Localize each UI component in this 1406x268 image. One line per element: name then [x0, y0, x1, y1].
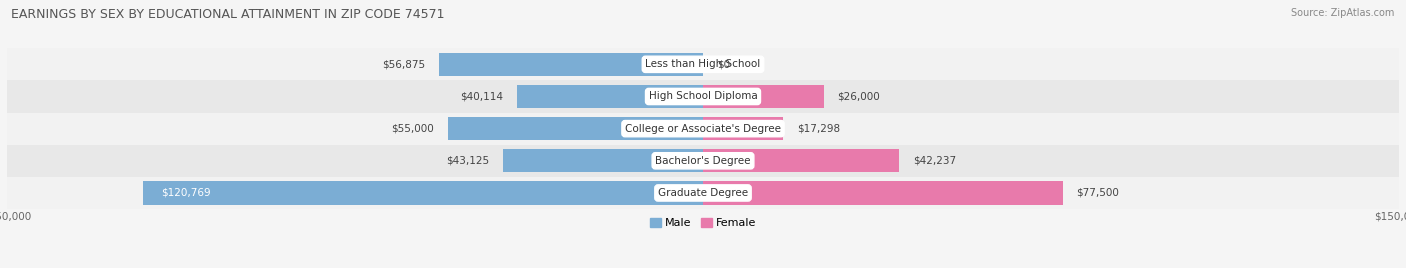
Bar: [503, 149, 703, 172]
Bar: [703, 181, 1063, 204]
Text: Graduate Degree: Graduate Degree: [658, 188, 748, 198]
Bar: [7, 48, 1399, 80]
Bar: [439, 53, 703, 76]
Legend: Male, Female: Male, Female: [645, 213, 761, 232]
Bar: [7, 113, 1399, 145]
Bar: [703, 149, 898, 172]
Bar: [7, 80, 1399, 113]
Text: High School Diploma: High School Diploma: [648, 91, 758, 102]
Bar: [7, 145, 1399, 177]
Text: $56,875: $56,875: [382, 59, 425, 69]
Text: $42,237: $42,237: [912, 156, 956, 166]
Text: Source: ZipAtlas.com: Source: ZipAtlas.com: [1291, 8, 1395, 18]
Text: $120,769: $120,769: [162, 188, 211, 198]
Bar: [517, 85, 703, 108]
Text: $77,500: $77,500: [1077, 188, 1119, 198]
Text: $43,125: $43,125: [446, 156, 489, 166]
Text: $55,000: $55,000: [391, 124, 434, 134]
Text: Less than High School: Less than High School: [645, 59, 761, 69]
Bar: [703, 117, 783, 140]
Bar: [7, 177, 1399, 209]
Text: Bachelor's Degree: Bachelor's Degree: [655, 156, 751, 166]
Text: $17,298: $17,298: [797, 124, 841, 134]
Bar: [447, 117, 703, 140]
Text: $40,114: $40,114: [460, 91, 503, 102]
Bar: [703, 85, 824, 108]
Text: $26,000: $26,000: [838, 91, 880, 102]
Text: EARNINGS BY SEX BY EDUCATIONAL ATTAINMENT IN ZIP CODE 74571: EARNINGS BY SEX BY EDUCATIONAL ATTAINMEN…: [11, 8, 444, 21]
Text: College or Associate's Degree: College or Associate's Degree: [626, 124, 780, 134]
Text: $0: $0: [717, 59, 730, 69]
Bar: [142, 181, 703, 204]
